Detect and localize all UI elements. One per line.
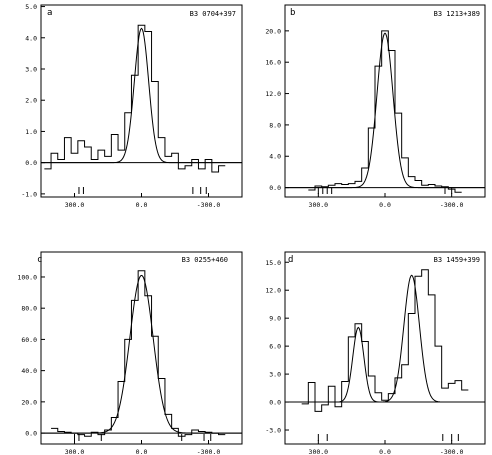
panel-d-spectrum: d B3 1459+399 -3.0 0.0 3.0 6.0 9.0 12.0 15.0 30… <box>265 251 486 455</box>
panel-d-y-tick-label: -3.0 <box>265 427 281 435</box>
panel-d-x-tick-label: 300.0 <box>309 448 329 455</box>
panel-a-y-tick-label: 0.0 <box>25 159 37 167</box>
panel-d-source-name: B3 1459+399 <box>434 256 480 264</box>
panel-c-y-tick-label: 80.0 <box>21 305 37 313</box>
panel-d-frame <box>284 251 486 445</box>
panel-b-y-tick-label: 0.0 <box>269 184 281 192</box>
panel-a-observed-histogram <box>44 24 226 173</box>
panel-c-observed-histogram <box>51 270 226 437</box>
panel-a-x-tick-label: 0.0 <box>136 201 148 209</box>
panel-b-y-tick-label: 8.0 <box>269 121 281 129</box>
panel-c-y-tick-label: 0.0 <box>25 430 37 438</box>
panel-a-x-tick-label: 300.0 <box>65 201 85 209</box>
panel-d-y-tick-label: 12.0 <box>265 287 281 295</box>
panel-b-observed-histogram <box>308 30 462 193</box>
panel-d-gaussian-fit <box>285 274 485 403</box>
panel-a-spectrum: a B3 0704+397 -1.0 0.0 1.0 2.0 3.0 4.0 5.0 300.… <box>21 3 243 209</box>
panel-b-gaussian-fit <box>285 32 485 189</box>
panel-a-y-tick-label: 1.0 <box>25 128 37 136</box>
panel-d-x-tick-label: -300.0 <box>440 448 464 455</box>
panel-b-label: b <box>290 8 295 18</box>
panel-b-y-tick-label: 12.0 <box>265 90 281 98</box>
panel-a-source-name: B3 0704+397 <box>190 10 236 18</box>
panel-c-x-tick-label: 0.0 <box>136 448 148 455</box>
panel-c-y-tick-label: 20.0 <box>21 398 37 406</box>
panel-a-y-tick-label: 2.0 <box>25 97 37 105</box>
panel-b-spectrum: b B3 1213+389 0.0 4.0 8.0 12.0 16.0 20.0 300.0… <box>265 4 486 209</box>
panel-b-y-tick-label: 20.0 <box>265 27 281 35</box>
panel-a-gaussian-fit <box>41 27 242 164</box>
panel-a-y-tick-label: 3.0 <box>25 66 37 74</box>
panel-c-frame <box>40 251 243 445</box>
panel-c-gaussian-fit <box>41 274 242 434</box>
panel-d-y-tick-label: 0.0 <box>269 399 281 407</box>
panel-d-y-tick-label: 15.0 <box>265 259 281 267</box>
panel-a-y-tick-label: 5.0 <box>25 3 37 11</box>
panel-d-y-tick-label: 9.0 <box>269 315 281 323</box>
panel-c-y-tick-label: 60.0 <box>21 336 37 344</box>
panel-d-x-tick-label: 0.0 <box>379 448 391 455</box>
panel-c-x-tick-label: -300.0 <box>197 448 221 455</box>
panel-d-label: d <box>288 255 293 265</box>
panel-a-y-tick-label: 4.0 <box>25 34 37 42</box>
panel-c-source-name: B3 0255+460 <box>182 256 228 264</box>
panel-d-y-tick-label: 3.0 <box>269 371 281 379</box>
panel-c-spectrum: c B3 0255+460 0.0 20.0 40.0 60.0 80.0 100.0 30… <box>17 251 243 455</box>
panel-b-y-tick-label: 4.0 <box>269 153 281 161</box>
panel-a-x-tick-label: -300.0 <box>197 201 221 209</box>
panel-b-y-tick-label: 16.0 <box>265 59 281 67</box>
panel-c-label: c <box>37 255 42 265</box>
panel-c-y-tick-label: 40.0 <box>21 367 37 375</box>
panel-a-label: a <box>47 8 52 18</box>
panel-c-x-tick-label: 300.0 <box>65 448 85 455</box>
panel-b-x-tick-label: 300.0 <box>309 201 329 209</box>
panel-b-x-tick-label: -300.0 <box>440 201 464 209</box>
panel-b-x-tick-label: 0.0 <box>379 201 391 209</box>
panel-b-source-name: B3 1213+389 <box>434 10 480 18</box>
panel-a-y-tick-label: -1.0 <box>21 190 37 198</box>
panel-d-y-tick-label: 6.0 <box>269 343 281 351</box>
panel-d-observed-histogram <box>301 269 469 412</box>
panel-c-y-tick-label: 100.0 <box>17 273 37 281</box>
